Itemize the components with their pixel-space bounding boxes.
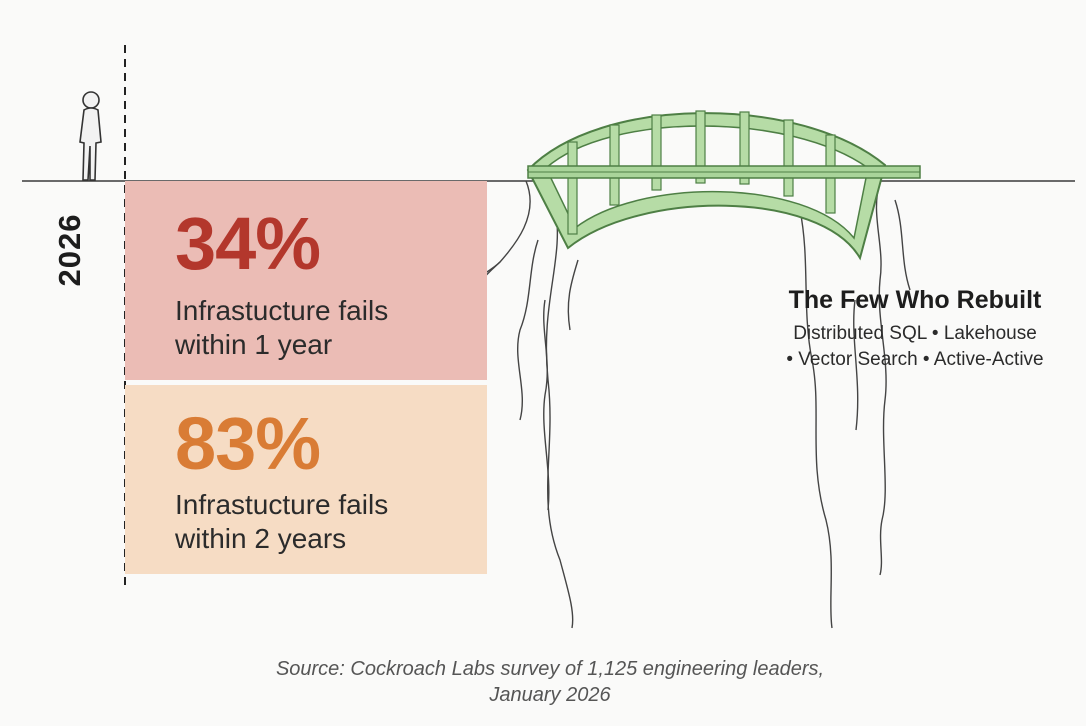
rebuilt-line2: • Vector Search • Active-Active (786, 349, 1044, 370)
bridge-illustration (526, 110, 921, 261)
stat-description-line1: Infrastucture fails (175, 295, 389, 326)
stat-value: 34% (175, 202, 321, 285)
person-icon (79, 91, 102, 181)
source-caption: Source: Cockroach Labs survey of 1,125 e… (200, 656, 900, 708)
rebuilt-line1: Distributed SQL • Lakehouse (793, 323, 1037, 344)
year-label: 2026 (52, 213, 87, 287)
rebuilt-callout: The Few Who Rebuilt Distributed SQL • La… (762, 286, 1068, 373)
source-line2: January 2026 (489, 684, 611, 706)
rebuilt-title: The Few Who Rebuilt (788, 286, 1042, 314)
stat-description: Infrastucture fails within 2 years (175, 488, 475, 556)
stat-description-line1: Infrastucture fails (175, 489, 389, 520)
stat-description-line2: within 2 years (175, 523, 347, 554)
canyon-sketch (439, 180, 911, 629)
stat-description: Infrastucture fails within 1 year (175, 294, 475, 362)
stat-card-2-years: 83% Infrastucture fails within 2 years (125, 385, 487, 574)
stat-card-1-year: 34% Infrastucture fails within 1 year (125, 181, 487, 380)
stat-description-line2: within 1 year (175, 329, 333, 360)
source-line1: Source: Cockroach Labs survey of 1,125 e… (275, 658, 825, 680)
stat-value: 83% (175, 402, 321, 485)
